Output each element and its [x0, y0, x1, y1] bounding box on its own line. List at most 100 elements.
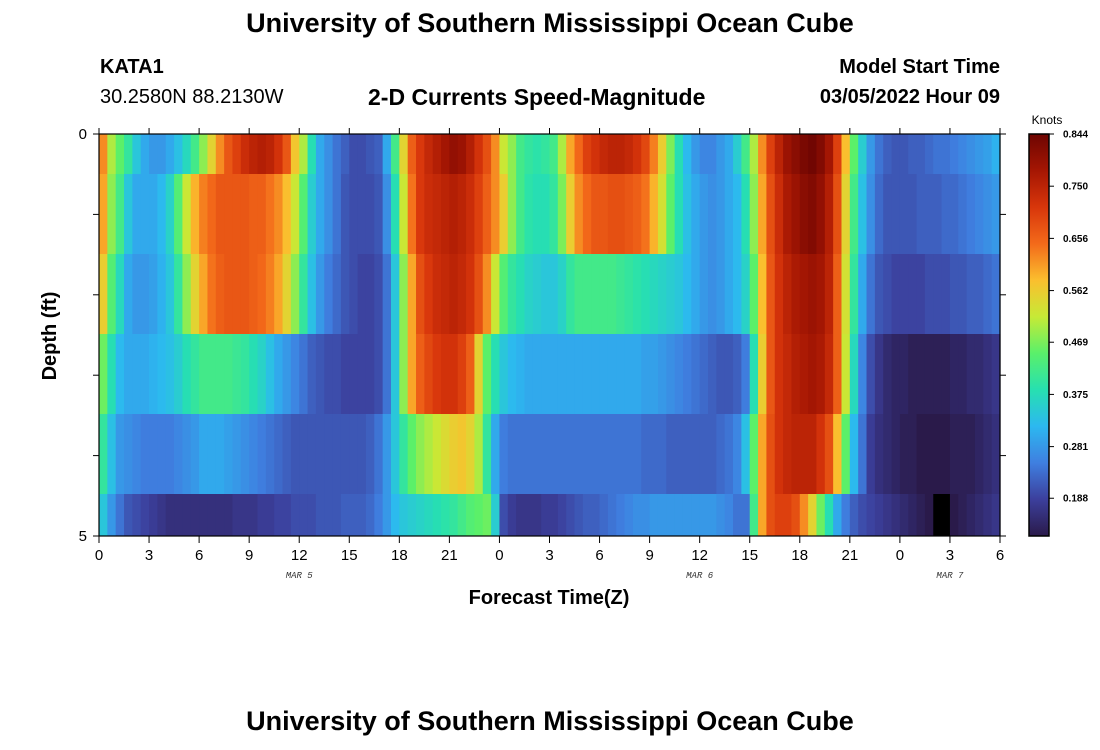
heatmap-cell	[674, 334, 684, 414]
heatmap-cell	[449, 174, 459, 254]
heatmap-cell	[299, 134, 309, 174]
heatmap-cell	[107, 254, 117, 334]
heatmap-cell	[257, 254, 267, 334]
heatmap-cell	[716, 334, 726, 414]
heatmap-cell	[390, 334, 400, 414]
heatmap-cell	[657, 494, 667, 536]
heatmap-cell	[649, 254, 659, 334]
heatmap-cell	[607, 174, 617, 254]
heatmap-cell	[365, 134, 375, 174]
heatmap-cell	[641, 494, 651, 536]
heatmap-cell	[190, 414, 200, 494]
heatmap-cell	[507, 334, 517, 414]
heatmap-cell	[265, 414, 275, 494]
heatmap-cell	[324, 414, 334, 494]
heatmap-cell	[891, 494, 901, 536]
heatmap-cell	[165, 494, 175, 536]
heatmap-cell	[416, 254, 425, 334]
heatmap-cell	[699, 174, 709, 254]
heatmap-cell	[616, 254, 626, 334]
heatmap-cell	[257, 134, 267, 174]
x-tick-label: 18	[791, 547, 808, 564]
heatmap-cell	[666, 494, 676, 536]
heatmap-cell	[883, 254, 893, 334]
heatmap-cell	[566, 174, 576, 254]
heatmap-cell	[107, 414, 117, 494]
heatmap-cell	[908, 174, 918, 254]
heatmap-cell	[107, 134, 117, 174]
heatmap-cell	[199, 134, 209, 174]
heatmap-cell	[808, 334, 818, 414]
heatmap-cell	[657, 334, 667, 414]
heatmap-cell	[632, 494, 642, 536]
heatmap-cell	[449, 334, 459, 414]
heatmap-cell	[399, 494, 409, 536]
heatmap-cell	[916, 254, 926, 334]
heatmap-cell	[340, 494, 350, 536]
heatmap-cell	[215, 254, 225, 334]
heatmap-cell	[182, 134, 192, 174]
heatmap-cell	[599, 174, 609, 254]
heatmap-cell	[966, 494, 976, 536]
heatmap-cell	[666, 414, 676, 494]
heatmap-cell	[958, 254, 968, 334]
heatmap-cell	[507, 254, 517, 334]
heatmap-cell	[816, 174, 826, 254]
heatmap-cell	[916, 334, 926, 414]
heatmap-cell	[541, 334, 551, 414]
heatmap-cell	[899, 494, 909, 536]
heatmap-cell	[449, 254, 459, 334]
heatmap-cell	[682, 174, 692, 254]
heatmap-cell	[599, 134, 609, 174]
heatmap-cell	[365, 254, 375, 334]
heatmap-cell	[332, 414, 342, 494]
heatmap-cell	[132, 334, 142, 414]
x-tick-label: 15	[741, 547, 758, 564]
heatmap-cell	[290, 134, 300, 174]
heatmap-cell	[741, 134, 751, 174]
heatmap-cell	[657, 414, 667, 494]
heatmap-cell	[783, 414, 793, 494]
heatmap-cell	[933, 254, 943, 334]
heatmap-cell	[115, 414, 125, 494]
heatmap-cell	[299, 334, 309, 414]
heatmap-cell	[240, 334, 250, 414]
heatmap-cell	[207, 254, 217, 334]
heatmap-cell	[774, 414, 784, 494]
heatmap-cell	[282, 174, 292, 254]
heatmap-cell	[582, 494, 592, 536]
heatmap-cell	[682, 254, 692, 334]
heatmap-cell	[566, 254, 576, 334]
heatmap-cell	[991, 134, 1001, 174]
heatmap-cell	[874, 174, 884, 254]
heatmap-cell	[524, 414, 534, 494]
heatmap-cell	[340, 174, 350, 254]
heatmap-cell	[607, 254, 617, 334]
footer-title: University of Southern Mississippi Ocean…	[246, 706, 854, 736]
heatmap-cell	[624, 414, 634, 494]
heatmap-cell	[416, 334, 425, 414]
heatmap-cell	[449, 134, 459, 174]
heatmap-cell	[457, 494, 467, 536]
heatmap-cell	[332, 174, 342, 254]
heatmap-cell	[207, 134, 217, 174]
heatmap-cell	[691, 254, 701, 334]
heatmap-cell	[657, 134, 667, 174]
colorbar-tick-label: 0.281	[1063, 442, 1088, 453]
heatmap-cell	[649, 334, 659, 414]
heatmap-cell	[708, 254, 717, 334]
heatmap-cell	[374, 414, 384, 494]
heatmap-cell	[616, 134, 626, 174]
heatmap-cell	[724, 174, 734, 254]
heatmap-cell	[841, 494, 851, 536]
heatmap-cell	[983, 334, 993, 414]
heatmap-cell	[824, 494, 834, 536]
heatmap-cell	[416, 494, 425, 536]
heatmap-cell	[516, 174, 526, 254]
heatmap-cell	[357, 134, 367, 174]
heatmap-cell	[808, 254, 818, 334]
heatmap-cell	[107, 494, 117, 536]
heatmap-cell	[174, 334, 184, 414]
heatmap-cell	[399, 414, 409, 494]
heatmap-cell	[883, 414, 893, 494]
